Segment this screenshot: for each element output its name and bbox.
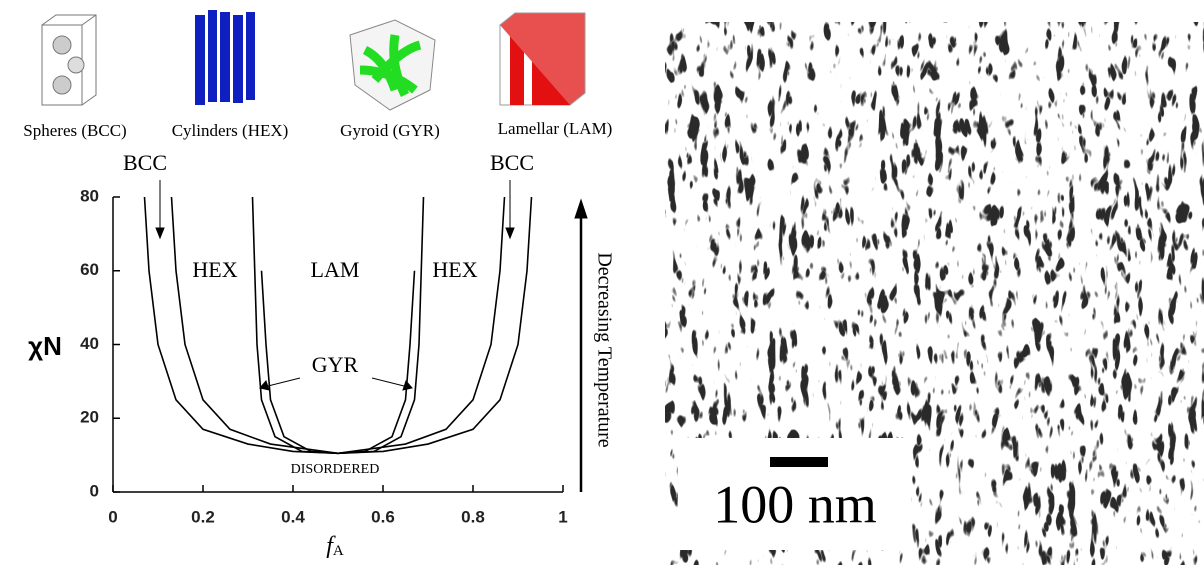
x-tick-label: 0.6 [371, 507, 395, 526]
x-tick-label: 0.8 [461, 507, 485, 526]
icon-lamellar [500, 13, 585, 105]
annotation: DISORDERED [291, 462, 380, 477]
micrograph: 100 nm [665, 22, 1204, 565]
icon-gyroid [350, 20, 435, 110]
page: 100 nm Spheres (BCC) Cylinders (HEX) Gyr… [0, 0, 1204, 565]
annotation: GYR [312, 352, 359, 377]
structure-label: Gyroid (GYR) [340, 121, 440, 140]
annotation: BCC [490, 150, 534, 175]
y-tick-label: 80 [80, 186, 99, 205]
y-tick-label: 40 [80, 334, 99, 353]
y-tick-label: 0 [90, 481, 99, 500]
phase-boundary [253, 197, 424, 453]
annotation: HEX [192, 257, 237, 282]
annotation: LAM [311, 257, 360, 282]
icon-spheres [42, 15, 96, 105]
scale-bar [770, 457, 828, 467]
structure-label: Cylinders (HEX) [172, 121, 289, 140]
figure: 100 nm Spheres (BCC) Cylinders (HEX) Gyr… [0, 0, 1204, 565]
annotation: BCC [123, 150, 167, 175]
phase-boundary [145, 197, 532, 453]
annotation: HEX [432, 257, 477, 282]
y-tick-label: 20 [80, 408, 99, 427]
icon-cylinders [195, 10, 255, 105]
phase-boundary [172, 197, 505, 453]
x-tick-label: 0.4 [281, 507, 305, 526]
structure-label: Spheres (BCC) [23, 121, 126, 140]
x-tick-label: 1 [558, 507, 567, 526]
annotation: Decreasing Temperature [593, 252, 615, 447]
structure-label: Lamellar (LAM) [498, 119, 613, 138]
x-axis-label-sub: A [333, 543, 344, 559]
arrows [156, 180, 587, 492]
scale-bar-label: 100 nm [713, 474, 877, 534]
x-tick-label: 0 [108, 507, 117, 526]
x-tick-label: 0.2 [191, 507, 215, 526]
x-axis-label: fA [326, 533, 344, 560]
y-tick-label: 60 [80, 260, 99, 279]
y-axis-label: χN [28, 331, 62, 361]
